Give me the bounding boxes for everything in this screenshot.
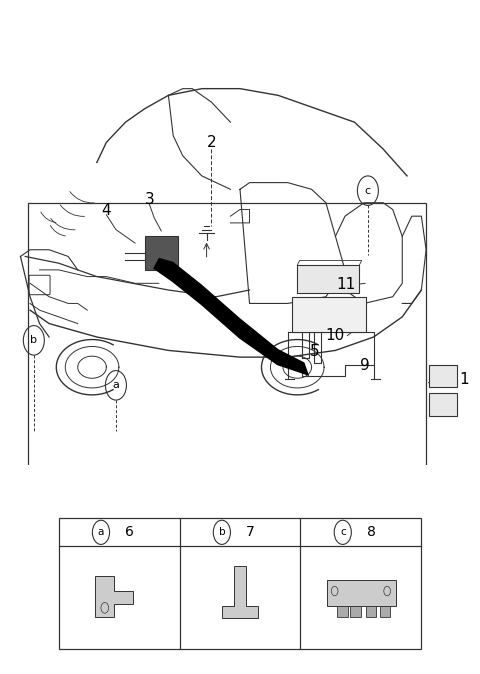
Text: 9: 9 <box>360 358 370 373</box>
Bar <box>292 297 366 332</box>
Text: b: b <box>30 336 37 345</box>
Text: 10: 10 <box>325 328 344 343</box>
Bar <box>326 580 396 606</box>
Bar <box>429 365 457 388</box>
Bar <box>429 393 457 416</box>
FancyBboxPatch shape <box>144 237 178 270</box>
Bar <box>337 606 348 617</box>
Bar <box>297 265 360 293</box>
Text: 11: 11 <box>336 277 356 292</box>
Bar <box>28 203 426 471</box>
Text: 7: 7 <box>246 525 255 539</box>
Text: c: c <box>365 185 371 195</box>
Text: 8: 8 <box>367 525 376 539</box>
Bar <box>350 606 361 617</box>
Text: a: a <box>98 527 104 537</box>
Text: 5: 5 <box>310 344 320 359</box>
Polygon shape <box>222 565 258 618</box>
Bar <box>380 606 391 617</box>
Polygon shape <box>95 576 133 617</box>
Polygon shape <box>153 257 309 376</box>
Text: 1: 1 <box>459 372 469 387</box>
Text: 6: 6 <box>125 525 134 539</box>
Text: 2: 2 <box>206 135 216 150</box>
Bar <box>366 606 376 617</box>
Text: 3: 3 <box>144 192 154 207</box>
FancyBboxPatch shape <box>29 275 50 295</box>
Text: c: c <box>340 527 346 537</box>
Text: b: b <box>218 527 225 537</box>
Text: 4: 4 <box>102 204 111 218</box>
Bar <box>1 464 479 491</box>
Bar <box>59 518 421 649</box>
Text: a: a <box>112 380 120 390</box>
